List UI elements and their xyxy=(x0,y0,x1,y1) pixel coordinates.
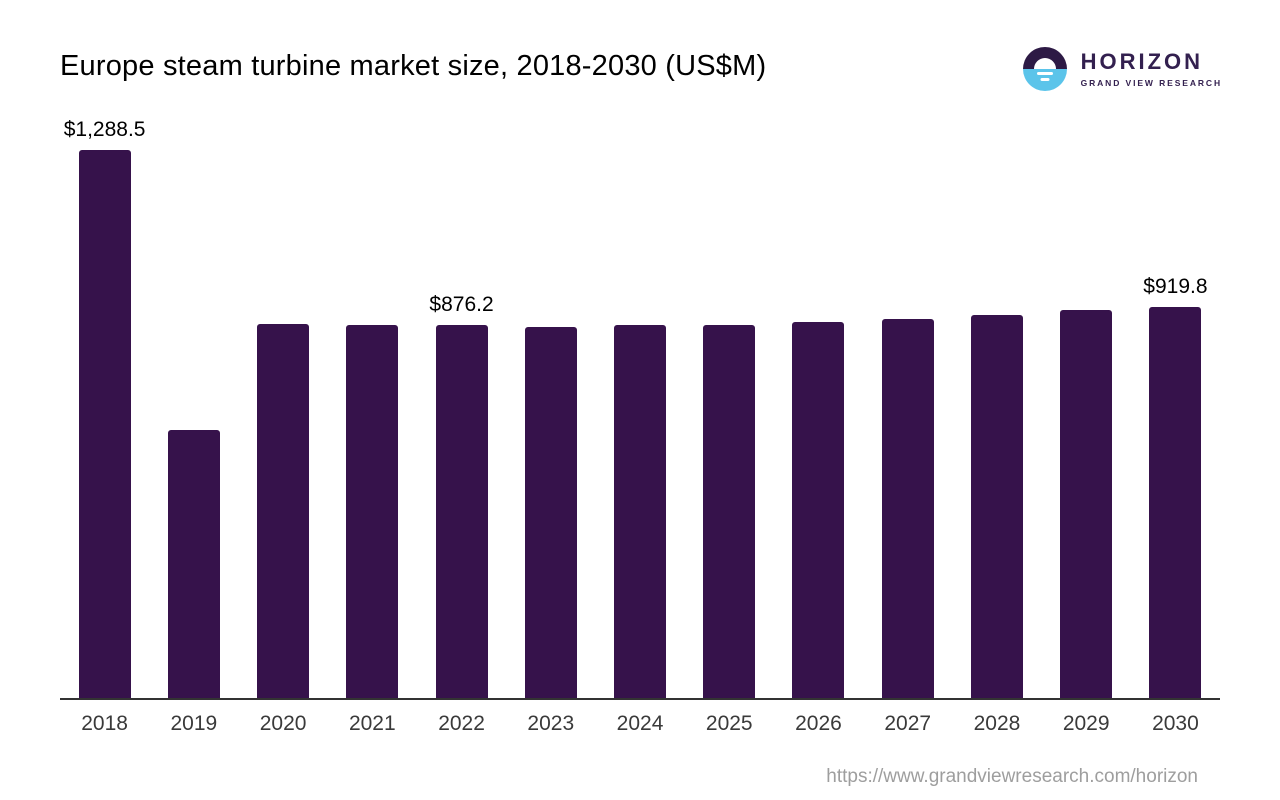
bar-2027 xyxy=(881,318,934,698)
bar-2021 xyxy=(346,324,399,698)
bar-2024 xyxy=(614,325,667,698)
bar-slot: $876.2 xyxy=(417,150,506,698)
x-tick-2030: 2030 xyxy=(1152,712,1199,735)
x-tick-2029: 2029 xyxy=(1062,712,1110,735)
x-tick-2025: 2025 xyxy=(705,712,753,735)
x-tick-2019: 2019 xyxy=(170,712,218,735)
bar-slot xyxy=(685,150,774,698)
data-label-2030: $919.8 xyxy=(1143,274,1208,298)
x-tick-2021: 2021 xyxy=(348,712,396,735)
bar-2025 xyxy=(703,324,756,698)
data-label-2018: $1,288.5 xyxy=(63,118,146,141)
bar-slot xyxy=(1042,150,1131,698)
bar-slot xyxy=(863,150,952,698)
bar-2020 xyxy=(257,323,310,698)
x-tick-2024: 2024 xyxy=(616,712,664,735)
chart-title: Europe steam turbine market size, 2018-2… xyxy=(60,50,767,82)
x-tick-2027: 2027 xyxy=(884,712,932,735)
bar-2026 xyxy=(792,322,845,698)
reflection-line-icon xyxy=(1036,72,1053,75)
horizon-logo-icon xyxy=(1022,47,1067,91)
logo-sub-brand-name: GRAND VIEW RESEARCH xyxy=(1080,77,1222,88)
bar-slot xyxy=(774,150,863,698)
bar-2019 xyxy=(167,430,220,698)
bar-slot: $919.8 xyxy=(1131,150,1220,698)
x-tick-2026: 2026 xyxy=(795,712,842,735)
bar-slot xyxy=(595,150,684,698)
x-tick-2023: 2023 xyxy=(527,712,575,735)
bar-slot xyxy=(506,150,595,698)
reflection-line-icon xyxy=(1040,78,1050,81)
bar-2030 xyxy=(1149,306,1202,698)
x-tick-2018: 2018 xyxy=(81,712,128,735)
bar-2028 xyxy=(970,314,1023,698)
bar-2018 xyxy=(78,150,131,698)
x-tick-2028: 2028 xyxy=(973,712,1021,735)
logo-text: HORIZON GRAND VIEW RESEARCH xyxy=(1080,49,1222,88)
x-tick-2020: 2020 xyxy=(259,712,307,735)
bar-slot xyxy=(328,150,417,698)
plot-area: $1,288.5 $876.2 $919.8 xyxy=(60,118,1220,700)
bar-slot xyxy=(149,150,238,698)
horizon-logo: HORIZON GRAND VIEW RESEARCH xyxy=(1022,47,1222,91)
logo-brand-name: HORIZON xyxy=(1080,49,1204,75)
bar-2023 xyxy=(524,326,577,698)
bar-2022 xyxy=(435,325,488,698)
bar-2029 xyxy=(1060,310,1113,698)
sun-dome-icon xyxy=(1033,58,1056,69)
data-label-2022: $876.2 xyxy=(429,293,494,317)
x-tick-2022: 2022 xyxy=(438,712,485,735)
bar-slot xyxy=(238,150,327,698)
bar-slot xyxy=(952,150,1041,698)
bar-slot: $1,288.5 xyxy=(60,118,149,698)
source-url: https://www.grandviewresearch.com/horizo… xyxy=(826,766,1198,787)
x-axis-labels: 2018 2019 2020 2021 2022 2023 2024 2025 2026 2027… xyxy=(60,712,1220,736)
